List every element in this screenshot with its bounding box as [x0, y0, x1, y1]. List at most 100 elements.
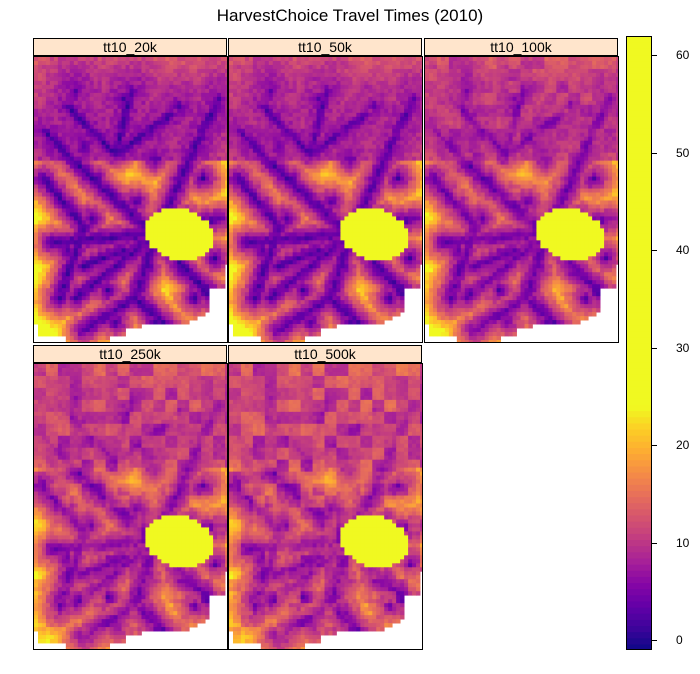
heatmap-cell — [149, 108, 154, 114]
heatmap-cell — [193, 236, 198, 241]
heatmap-cell — [125, 136, 130, 142]
heatmap-cell — [244, 116, 250, 122]
heatmap-cell — [420, 168, 422, 173]
heatmap-cell — [320, 188, 325, 193]
heatmap-cell — [81, 64, 87, 70]
heatmap-cell — [37, 212, 43, 217]
heatmap-cell — [244, 60, 250, 66]
heatmap-cell — [133, 184, 138, 189]
heatmap-cell — [173, 232, 178, 237]
heatmap-cell — [93, 92, 99, 98]
heatmap-cell — [133, 164, 138, 170]
heatmap-cell — [93, 268, 99, 273]
heatmap-cell — [185, 88, 190, 94]
heatmap-cell — [236, 120, 242, 126]
heatmap-cell — [324, 72, 329, 78]
heatmap-cell — [356, 180, 361, 185]
heatmap-cell — [205, 156, 210, 162]
heatmap-cell — [396, 68, 401, 74]
heatmap-cell — [193, 160, 198, 166]
heatmap-cell — [344, 100, 349, 106]
heatmap-cell — [57, 120, 63, 126]
heatmap-cell — [145, 312, 150, 317]
heatmap-cell — [280, 144, 286, 150]
heatmap-cell — [213, 144, 218, 150]
heatmap-cell — [248, 80, 254, 86]
heatmap-cell — [157, 76, 162, 82]
heatmap-cell — [73, 224, 79, 229]
heatmap-cell — [205, 148, 210, 154]
heatmap-cell — [41, 264, 47, 269]
heatmap-cell — [288, 176, 294, 181]
heatmap-cell — [201, 264, 206, 269]
heatmap-cell — [97, 328, 103, 333]
heatmap-cell — [45, 272, 51, 277]
heatmap-cell — [173, 140, 178, 146]
heatmap-cell — [400, 124, 405, 130]
heatmap-cell — [105, 160, 111, 166]
heatmap-cell — [412, 112, 417, 118]
heatmap-cell — [420, 64, 422, 70]
heatmap-cell — [77, 104, 83, 110]
heatmap-cell — [149, 60, 154, 66]
heatmap-cell — [41, 76, 47, 82]
heatmap-cell — [97, 220, 103, 225]
heatmap-cell — [89, 228, 95, 233]
heatmap-cell — [81, 156, 87, 162]
heatmap-cell — [109, 248, 114, 253]
heatmap-cell — [201, 284, 206, 289]
heatmap-cell — [85, 92, 91, 98]
heatmap-cell — [49, 76, 55, 82]
heatmap-cell — [360, 136, 365, 142]
heatmap-cell — [173, 248, 178, 253]
heatmap-cell — [296, 92, 302, 98]
heatmap-cell — [97, 192, 103, 197]
heatmap-cell — [177, 192, 182, 197]
heatmap-cell — [85, 232, 91, 237]
heatmap-cell — [93, 128, 99, 134]
heatmap-cell — [165, 216, 170, 221]
heatmap-cell — [177, 104, 182, 110]
heatmap-cell — [412, 188, 417, 193]
heatmap-cell — [372, 96, 377, 102]
heatmap-cell — [260, 124, 266, 130]
heatmap-cell — [101, 84, 107, 90]
heatmap-cell — [300, 164, 306, 170]
heatmap-cell — [185, 276, 190, 281]
heatmap-cell — [368, 84, 373, 90]
heatmap-cell — [296, 108, 302, 114]
heatmap-cell — [89, 208, 95, 213]
heatmap-cell — [284, 88, 290, 94]
heatmap-cell — [412, 144, 417, 150]
heatmap-cell — [229, 57, 234, 62]
heatmap-cell — [117, 136, 122, 142]
heatmap-cell — [229, 160, 234, 166]
heatmap-cell — [57, 180, 63, 185]
heatmap-cell — [344, 108, 349, 114]
heatmap-cell — [93, 76, 99, 82]
heatmap-cell — [348, 148, 353, 154]
heatmap-cell — [236, 88, 242, 94]
heatmap-cell — [65, 284, 71, 289]
heatmap-cell — [217, 280, 222, 285]
heatmap-cell — [221, 252, 226, 257]
heatmap-cell — [57, 108, 63, 114]
heatmap-cell — [45, 168, 51, 173]
heatmap-cell — [129, 220, 134, 225]
heatmap-cell — [408, 96, 413, 102]
heatmap-cell — [213, 200, 218, 205]
heatmap-cell — [336, 128, 341, 134]
heatmap-cell — [169, 88, 174, 94]
heatmap-cell — [133, 236, 138, 241]
heatmap-cell — [189, 128, 194, 134]
heatmap-cell — [125, 60, 130, 66]
heatmap-cell — [276, 148, 282, 154]
heatmap-cell — [149, 240, 154, 245]
heatmap-cell — [61, 240, 67, 245]
heatmap-cell — [225, 156, 227, 162]
heatmap-cell — [173, 72, 178, 78]
heatmap-cell — [205, 160, 210, 166]
heatmap-cell — [205, 200, 210, 205]
heatmap-cell — [121, 248, 126, 253]
heatmap-cell — [65, 104, 71, 110]
